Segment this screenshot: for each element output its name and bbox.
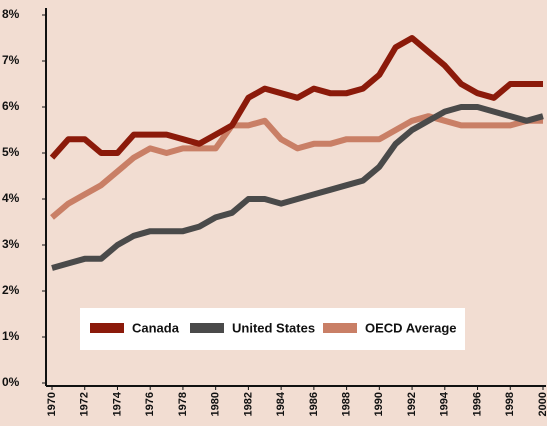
y-tick-label: 1% [2, 329, 20, 343]
x-tick-label: 1990 [373, 392, 385, 416]
legend-swatch [90, 323, 124, 333]
x-tick-label: 1992 [406, 392, 418, 416]
x-tick-label: 1984 [275, 391, 287, 416]
legend-label: Canada [132, 320, 180, 335]
y-tick-label: 5% [2, 145, 20, 159]
legend-label: United States [232, 320, 315, 335]
y-tick-label: 2% [2, 283, 20, 297]
legend-label: OECD Average [365, 320, 457, 335]
x-tick-label: 1982 [242, 392, 254, 416]
y-tick-label: 7% [2, 53, 20, 67]
x-tick-label: 1976 [144, 392, 156, 416]
series-line [50, 113, 543, 220]
x-tick-label: 1988 [341, 392, 353, 416]
series-line [49, 35, 543, 160]
y-tick-label: 0% [2, 375, 20, 389]
x-tick-label: 1978 [177, 392, 189, 416]
x-tick-label: 1972 [79, 392, 91, 416]
x-tick-label: 1986 [308, 392, 320, 416]
y-tick-label: 4% [2, 191, 20, 205]
x-tick-label: 1974 [111, 391, 123, 416]
legend-swatch [323, 323, 357, 333]
legend-swatch [190, 323, 224, 333]
x-tick-label: 1980 [210, 392, 222, 416]
legend-box [80, 308, 465, 350]
y-tick-label: 6% [2, 99, 20, 113]
y-tick-label: 3% [2, 237, 20, 251]
y-tick-label: 8% [2, 7, 20, 21]
x-tick-label: 1970 [46, 392, 58, 416]
x-tick-label: 1998 [504, 392, 516, 416]
x-tick-label: 1994 [439, 391, 451, 416]
x-tick-label: 1996 [471, 392, 483, 416]
series-line [51, 104, 544, 271]
x-tick-label: 2000 [537, 392, 547, 416]
